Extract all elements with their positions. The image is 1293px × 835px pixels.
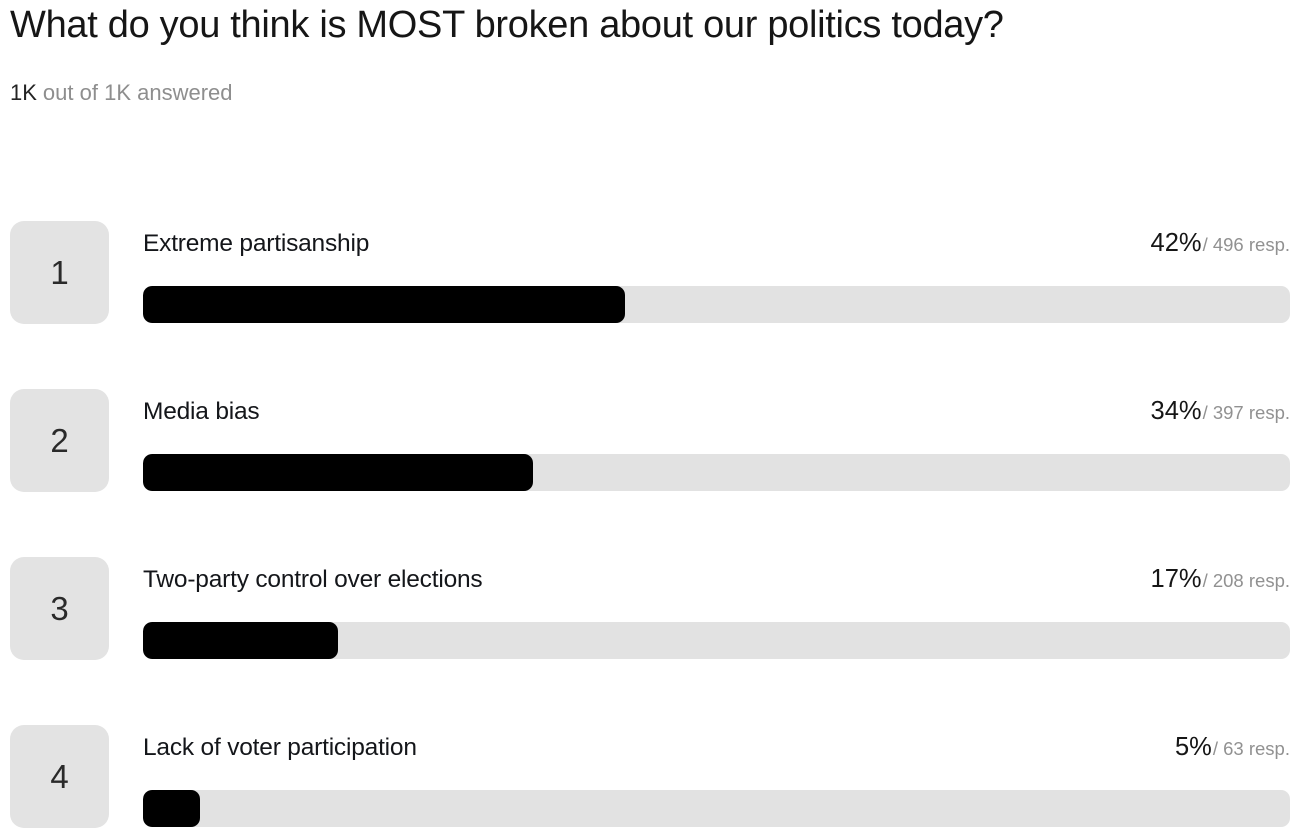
result-row-1: 1 Extreme partisanship 42%/ 496 resp. — [10, 221, 1290, 324]
responses-count: / 397 resp. — [1202, 402, 1290, 423]
percent-value: 34% — [1150, 397, 1202, 425]
result-row-4: 4 Lack of voter participation 5%/ 63 res… — [10, 725, 1290, 828]
result-head: Media bias 34%/ 397 resp. — [143, 396, 1290, 430]
result-content: Lack of voter participation 5%/ 63 resp. — [143, 725, 1290, 827]
result-content: Extreme partisanship 42%/ 496 resp. — [143, 221, 1290, 323]
poll-header: What do you think is MOST broken about o… — [10, 0, 1290, 107]
bar-track — [143, 790, 1290, 827]
responses-count: / 63 resp. — [1212, 738, 1290, 759]
responses-count: / 208 resp. — [1202, 570, 1290, 591]
answered-count: 1K — [10, 80, 37, 105]
answer-label: Extreme partisanship — [143, 230, 370, 257]
answer-label: Media bias — [143, 398, 260, 425]
bar-fill — [143, 286, 625, 323]
answer-label: Two-party control over elections — [143, 566, 483, 593]
rank-badge: 4 — [10, 725, 109, 828]
percent-value: 5% — [1175, 733, 1212, 761]
answered-summary: 1K out of 1K answered — [10, 79, 1290, 107]
bar-fill — [143, 454, 533, 491]
percent-value: 42% — [1150, 229, 1202, 257]
bar-fill — [143, 790, 201, 827]
result-head: Extreme partisanship 42%/ 496 resp. — [143, 228, 1290, 262]
bar-track — [143, 454, 1290, 491]
result-stats: 34%/ 397 resp. — [1151, 396, 1290, 430]
rank-badge: 1 — [10, 221, 109, 324]
result-head: Lack of voter participation 5%/ 63 resp. — [143, 732, 1290, 766]
bar-fill — [143, 622, 338, 659]
result-row-3: 3 Two-party control over elections 17%/ … — [10, 557, 1290, 660]
rank-badge: 2 — [10, 389, 109, 492]
result-content: Media bias 34%/ 397 resp. — [143, 389, 1290, 491]
answer-label: Lack of voter participation — [143, 734, 417, 761]
percent-value: 17% — [1150, 565, 1202, 593]
result-stats: 42%/ 496 resp. — [1151, 228, 1290, 262]
result-stats: 17%/ 208 resp. — [1151, 564, 1290, 598]
poll-question: What do you think is MOST broken about o… — [10, 4, 1004, 46]
bar-track — [143, 286, 1290, 323]
result-stats: 5%/ 63 resp. — [1175, 732, 1290, 766]
answered-suffix: out of 1K answered — [42, 80, 233, 105]
responses-count: / 496 resp. — [1202, 234, 1290, 255]
results-list: 1 Extreme partisanship 42%/ 496 resp. 2 … — [10, 221, 1290, 828]
result-row-2: 2 Media bias 34%/ 397 resp. — [10, 389, 1290, 492]
bar-track — [143, 622, 1290, 659]
rank-badge: 3 — [10, 557, 109, 660]
result-head: Two-party control over elections 17%/ 20… — [143, 564, 1290, 598]
result-content: Two-party control over elections 17%/ 20… — [143, 557, 1290, 659]
